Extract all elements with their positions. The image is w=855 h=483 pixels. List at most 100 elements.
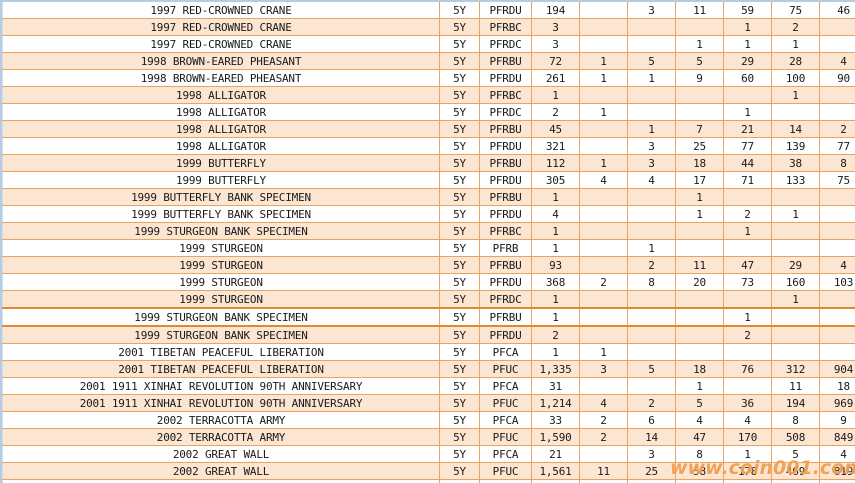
cell-g4 xyxy=(723,86,772,104)
table-row[interactable]: 2001 1911 XINHAI REVOLUTION 90TH ANNIVER… xyxy=(2,377,855,395)
cell-g3 xyxy=(675,479,724,483)
table-row[interactable]: 1998 ALLIGATOR 5Y PFRBC 1 1 xyxy=(2,86,855,104)
cell-total: 72 xyxy=(531,52,580,70)
cell-g5 xyxy=(771,239,820,257)
cell-g4: 44 xyxy=(723,154,772,172)
cell-g3 xyxy=(675,18,724,36)
cell-g6 xyxy=(819,35,855,53)
cell-g5: 8 xyxy=(771,411,820,429)
cell-denom: 5Y xyxy=(439,326,480,344)
cell-g2 xyxy=(627,307,676,327)
cell-g4: 77 xyxy=(723,137,772,155)
cell-total: 1,590 xyxy=(531,428,580,446)
table-row[interactable]: 2002 GREAT WALL 5Y PFUC 1,561 11 25 58 178 469 81… xyxy=(2,462,855,480)
cell-code: PFCA xyxy=(479,343,532,361)
cell-g1 xyxy=(579,137,628,155)
cell-denom: 5Y xyxy=(439,394,480,412)
cell-denom: 5Y xyxy=(439,307,480,327)
cell-g1 xyxy=(579,326,628,344)
cell-g4: 36 xyxy=(723,394,772,412)
cell-g5: 11 xyxy=(771,377,820,395)
table-row[interactable]: 1998 BROWN-EARED PHEASANT 5Y PFRBU 72 1 5 5 29 2… xyxy=(2,52,855,70)
cell-name: 1999 STURGEON xyxy=(2,256,440,274)
cell-g6 xyxy=(819,103,855,121)
cell-g4: 59 xyxy=(723,2,772,19)
cell-g2: 8 xyxy=(627,273,676,291)
table-row[interactable]: 1999 STURGEON 5Y PFRBU 93 2 11 47 29 4 xyxy=(2,256,855,274)
table-row[interactable]: 1999 BUTTERFLY BANK SPECIMEN 5Y PFRDU 4 1 2 1 xyxy=(2,205,855,223)
table-row[interactable]: 1999 STURGEON BANK SPECIMEN 5Y PFRBU 1 1 xyxy=(2,307,855,327)
cell-denom: 5Y xyxy=(439,462,480,480)
cell-total: 31 xyxy=(531,377,580,395)
cell-denom: 5Y xyxy=(439,445,480,463)
cell-g2: 25 xyxy=(627,462,676,480)
table-row[interactable]: 2002 GREAT WALL 5Y PFCA 21 3 8 1 5 4 xyxy=(2,445,855,463)
cell-g1 xyxy=(579,35,628,53)
cell-g6 xyxy=(819,307,855,327)
table-row[interactable]: 1999 STURGEON BANK SPECIMEN 5Y PFRDU 2 2 xyxy=(2,326,855,344)
cell-code: PFRBC xyxy=(479,222,532,240)
cell-total: 1 xyxy=(531,239,580,257)
table-row[interactable]: 1999 BUTTERFLY BANK SPECIMEN 5Y PFRBU 1 1 xyxy=(2,188,855,206)
cell-denom: 5Y xyxy=(439,290,480,309)
table-row[interactable]: 2001 1911 XINHAI REVOLUTION 90TH ANNIVER… xyxy=(2,394,855,412)
table-row[interactable]: 1999 BUTTERFLY 5Y PFRBU 112 1 3 18 44 38 8 xyxy=(2,154,855,172)
cell-denom: 5Y xyxy=(439,479,480,483)
cell-g5: 1 xyxy=(771,86,820,104)
table-row[interactable]: 1999 STURGEON 5Y PFRB 1 1 xyxy=(2,239,855,257)
cell-g4: 2 xyxy=(723,326,772,344)
cell-g6 xyxy=(819,290,855,309)
table-row[interactable]: 2001 TIBETAN PEACEFUL LIBERATION 5Y PFUC 1,… xyxy=(2,360,855,378)
table-row[interactable]: 1997 RED-CROWNED CRANE 5Y PFRBC 3 1 2 xyxy=(2,18,855,36)
cell-total: 3 xyxy=(531,35,580,53)
table-row[interactable]: 1999 BUTTERFLY 5Y PFRDU 305 4 4 17 71 133 75 xyxy=(2,171,855,189)
table-row[interactable]: 2002 TERRACOTTA ARMY 5Y PFUC 1,590 2 14 47 170 5… xyxy=(2,428,855,446)
cell-g6: 904 xyxy=(819,360,855,378)
cell-g3: 58 xyxy=(675,462,724,480)
cell-g6: 4 xyxy=(819,256,855,274)
cell-g5: 75 xyxy=(771,2,820,19)
table-row[interactable]: 1999 STURGEON BANK SPECIMEN 5Y PFRBC 1 1 xyxy=(2,222,855,240)
cell-g5: 100 xyxy=(771,69,820,87)
table-row[interactable]: 1997 RED-CROWNED CRANE 5Y PFRDU 194 3 11 59 75 4… xyxy=(2,2,855,19)
cell-g1 xyxy=(579,377,628,395)
cell-g5 xyxy=(771,307,820,327)
table-row[interactable]: 1998 ALLIGATOR 5Y PFRDC 2 1 1 xyxy=(2,103,855,121)
cell-code: PFCA xyxy=(479,445,532,463)
cell-g2: 3 xyxy=(627,445,676,463)
table-row[interactable]: 1998 BROWN-EARED PHEASANT 5Y PFRDU 261 1 1 9 60… xyxy=(2,69,855,87)
table-row[interactable]: 1997 RED-CROWNED CRANE 5Y PFRDC 3 1 1 1 xyxy=(2,35,855,53)
cell-name: 2002 GREAT WALL xyxy=(2,462,440,480)
cell-name: 2002 TERRACOTTA ARMY xyxy=(2,428,440,446)
cell-code: PFRB xyxy=(479,239,532,257)
cell-g6 xyxy=(819,222,855,240)
cell-g1 xyxy=(579,205,628,223)
cell-g6: 849 xyxy=(819,428,855,446)
cell-name: 1999 STURGEON BANK SPECIMEN xyxy=(2,326,440,344)
table-row[interactable]: 1998 ALLIGATOR 5Y PFRBU 45 1 7 21 14 2 xyxy=(2,120,855,138)
table-row[interactable]: 1998 ALLIGATOR 5Y PFRDU 321 3 25 77 139 77 xyxy=(2,137,855,155)
cell-g4: 76 xyxy=(723,360,772,378)
cell-g3: 1 xyxy=(675,188,724,206)
table-row[interactable]: 2001 TIBETAN PEACEFUL LIBERATION 5Y PFCA 1 1 xyxy=(2,343,855,361)
table-row[interactable]: 2002 TERRACOTTA ARMY 5Y PFCA 33 2 6 4 4 8 9 xyxy=(2,411,855,429)
cell-g3 xyxy=(675,290,724,309)
cell-g5: 28 xyxy=(771,52,820,70)
cell-total: 45 xyxy=(531,120,580,138)
table-row[interactable]: 1999 STURGEON 5Y PFRDC 1 1 xyxy=(2,290,855,309)
cell-g4: 178 xyxy=(723,462,772,480)
cell-g1 xyxy=(579,222,628,240)
cell-total: 1 xyxy=(531,307,580,327)
cell-total: 305 xyxy=(531,171,580,189)
cell-code: PFRBU xyxy=(479,188,532,206)
cell-name: 1999 STURGEON xyxy=(2,239,440,257)
table-row[interactable]: 2003 IMPERIAL PALACE5YPFCA3 12 xyxy=(2,479,855,483)
cell-g4: 170 xyxy=(723,428,772,446)
cell-g1 xyxy=(579,307,628,327)
cell-g3: 11 xyxy=(675,256,724,274)
cell-g5: 2 xyxy=(771,479,820,483)
cell-name: 1999 STURGEON xyxy=(2,273,440,291)
cell-g4: 1 xyxy=(723,445,772,463)
